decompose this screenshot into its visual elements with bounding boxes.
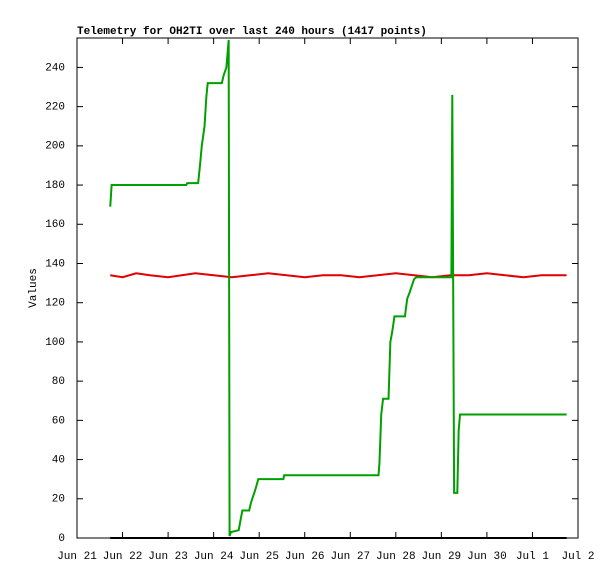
y-tick-label: 40 <box>52 454 65 466</box>
y-tick-label: 0 <box>58 533 65 545</box>
x-tick-label: Jun 21 <box>57 551 97 563</box>
y-tick-label: 140 <box>45 258 65 270</box>
y-tick-label: 160 <box>45 219 65 231</box>
x-tick-label: Jun 26 <box>285 551 325 563</box>
x-tick-label: Jun 23 <box>148 551 188 563</box>
y-tick-label: 220 <box>45 102 65 114</box>
x-tick-label: Jun 29 <box>422 551 462 563</box>
y-tick-label: 100 <box>45 337 65 349</box>
x-tick-label: Jun 27 <box>330 551 370 563</box>
y-tick-label: 180 <box>45 180 65 192</box>
plot-frame <box>76 37 579 539</box>
y-tick-label: 60 <box>52 415 65 427</box>
x-tick-label: Jun 28 <box>376 551 416 563</box>
y-tick-label: 200 <box>45 141 65 153</box>
y-tick-label: 120 <box>45 298 65 310</box>
y-tick-label: 20 <box>52 494 65 506</box>
y-tick-label: 240 <box>45 62 65 74</box>
x-tick-label: Jul 1 <box>516 551 549 563</box>
x-tick-label: Jun 24 <box>194 551 234 563</box>
chart-title: Telemetry for OH2TI over last 240 hours … <box>77 26 427 38</box>
series-line <box>109 39 567 537</box>
series-line <box>110 272 567 279</box>
y-tick-label: 80 <box>52 376 65 388</box>
y-axis-label: Values <box>28 268 40 308</box>
x-tick-label: Jun 30 <box>467 551 507 563</box>
x-tick-label: Jul 2 <box>561 551 594 563</box>
x-tick-label: Jun 25 <box>239 551 279 563</box>
x-tick-label: Jun 22 <box>103 551 143 563</box>
